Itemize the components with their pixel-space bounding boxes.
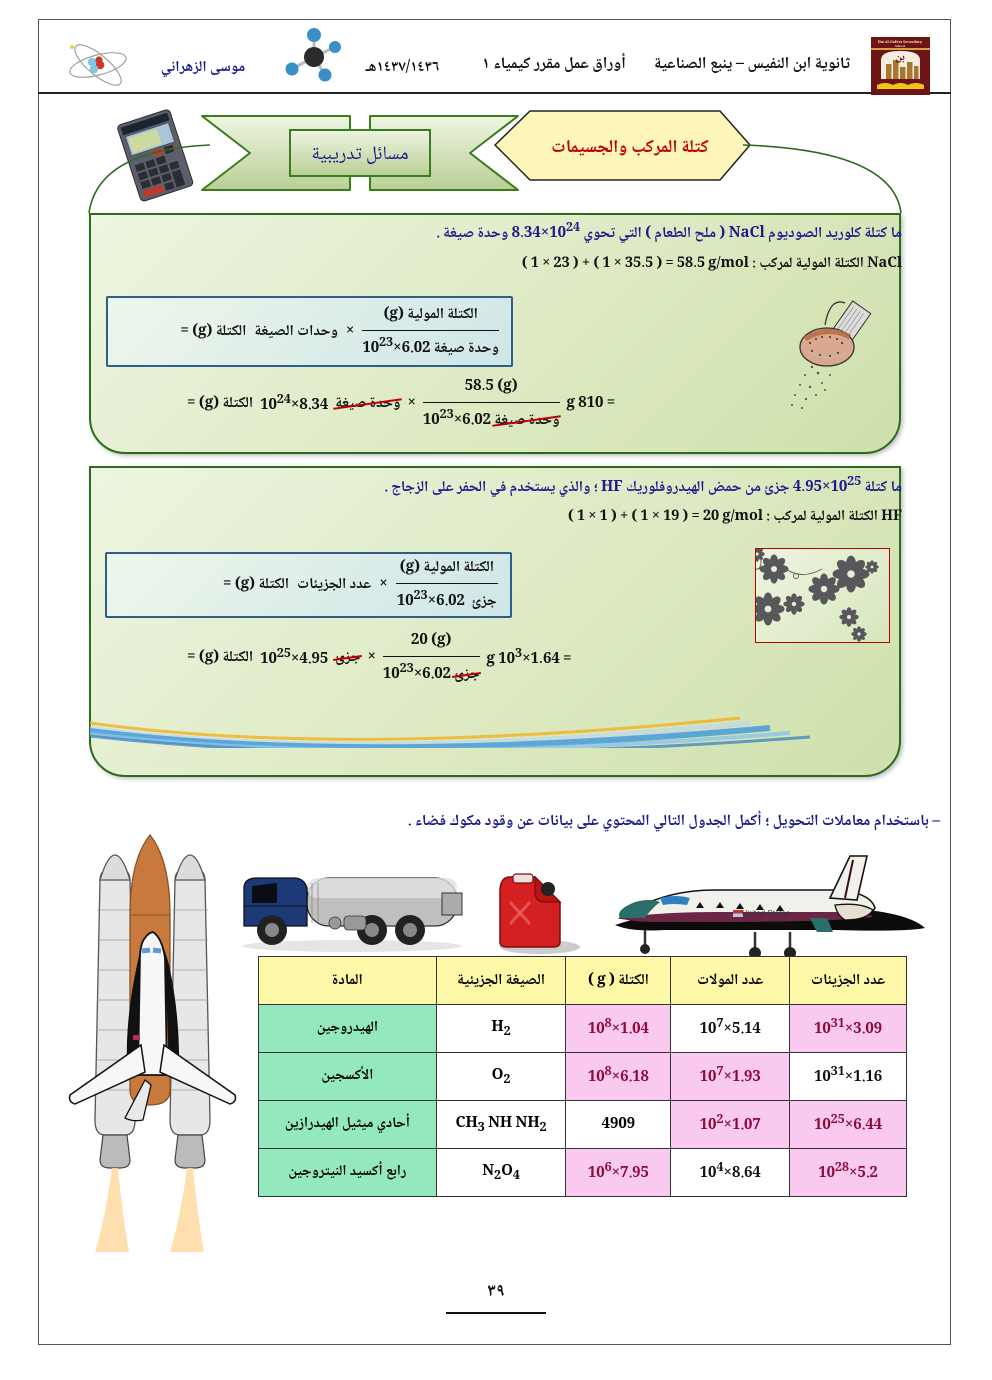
svg-text:بن: بن xyxy=(895,48,905,67)
